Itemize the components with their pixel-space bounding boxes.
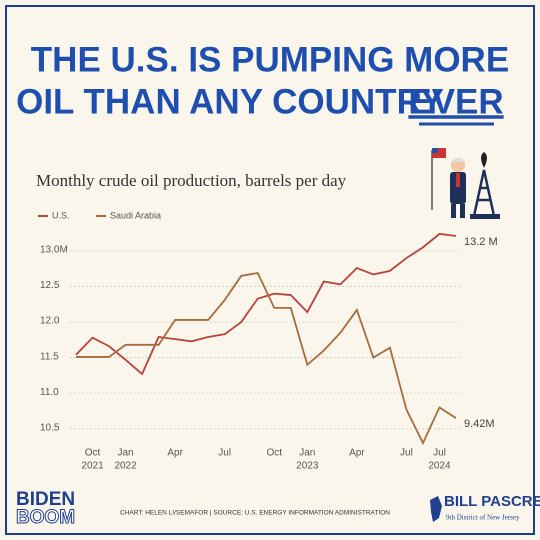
legend-label: Saudi Arabia <box>110 210 161 220</box>
x-tick-year: 2022 <box>114 461 137 472</box>
frame <box>5 5 535 535</box>
x-tick-label: Jan <box>118 448 134 459</box>
y-tick-label: 12.0 <box>40 316 60 327</box>
brand-name: BILL PASCRELL <box>444 493 540 510</box>
state-icon <box>430 496 442 522</box>
y-tick-label: 12.5 <box>40 280 60 291</box>
x-tick-label: Jul <box>433 448 446 459</box>
x-tick-year: 2021 <box>81 461 104 472</box>
chart-title: Monthly crude oil production, barrels pe… <box>36 171 347 190</box>
legend-label: U.S. <box>52 210 70 220</box>
brand-sub: 9th District of New Jersey <box>446 514 520 522</box>
x-tick-year: 2023 <box>296 461 319 472</box>
y-tick-label: 13.0M <box>40 245 68 256</box>
title-line: THE U.S. IS PUMPING MORE <box>31 40 509 79</box>
x-tick-label: Jul <box>400 448 413 459</box>
series-line <box>75 232 457 376</box>
logo-text: BOOM <box>16 507 75 528</box>
title-emphasis: EVER <box>408 82 503 121</box>
series-line <box>76 271 457 446</box>
x-tick-label: Oct <box>266 448 282 459</box>
x-tick-year: 2024 <box>428 461 451 472</box>
end-label: 13.2 M <box>464 236 498 248</box>
title-line: OIL THAN ANY COUNTRY <box>16 82 444 121</box>
x-tick-label: Oct <box>85 448 101 459</box>
illustration <box>431 148 500 219</box>
y-tick-label: 11.5 <box>40 351 59 362</box>
logo-text: BIDEN <box>16 489 75 510</box>
x-tick-label: Jan <box>299 448 315 459</box>
source-credit: CHART: HELEN LI/SEMAFOR | SOURCE: U.S. E… <box>120 510 390 517</box>
x-tick-label: Apr <box>349 448 365 459</box>
x-tick-label: Apr <box>167 448 183 459</box>
x-tick-label: Jul <box>218 448 231 459</box>
y-tick-label: 10.5 <box>40 422 60 433</box>
end-label: 9.42M <box>464 418 495 430</box>
y-tick-label: 11.0 <box>40 387 59 398</box>
